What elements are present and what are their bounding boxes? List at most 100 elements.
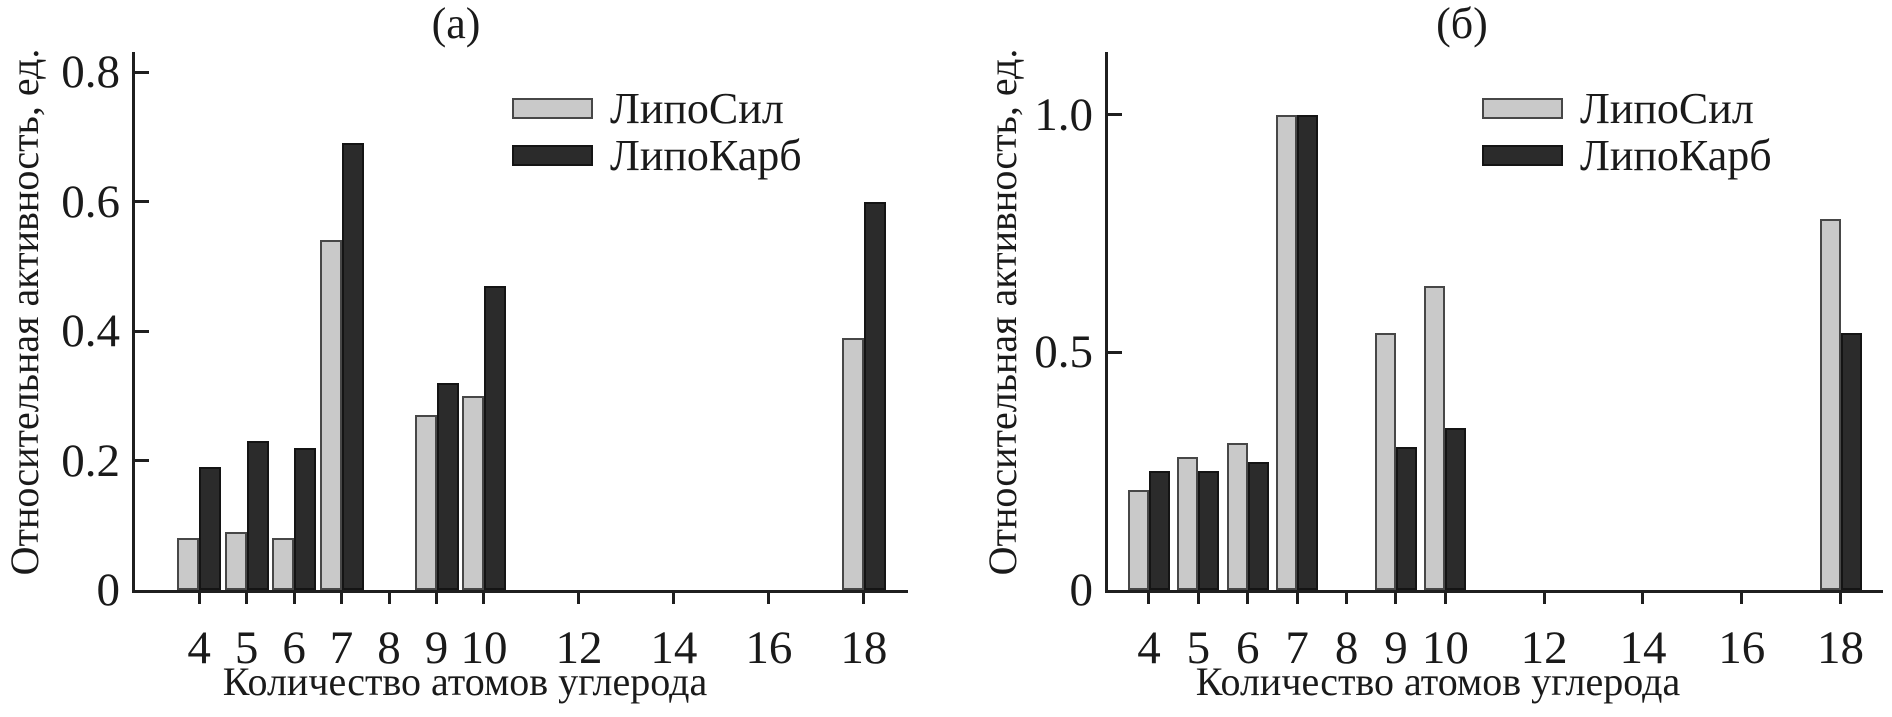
plot-area-a: 0 0.2 0.4 0.6 0.8 4 5 6 7 8 9 10 12 14 16 18 — [61, 47, 908, 672]
x-tick-12 — [1542, 590, 1546, 604]
bar-liposil-c10 — [461, 395, 484, 590]
legend-row-liposil: ЛипоСил — [1482, 85, 1772, 132]
y-tick-label-0.4: 0.4 — [61, 305, 120, 358]
x-tick-14 — [1641, 590, 1645, 604]
bar-lipokarb-c4 — [1148, 471, 1170, 590]
legend-label-lipokarb: ЛипоКарб — [610, 130, 802, 180]
y-tick-0.8 — [135, 70, 149, 74]
x-tick-label-8: 8 — [1334, 622, 1359, 674]
y-tick-label-0.6: 0.6 — [61, 175, 120, 228]
bar-lipokarb-c4 — [199, 467, 222, 590]
bar-liposil-c18 — [1819, 219, 1841, 590]
bar-liposil-c5 — [1177, 456, 1199, 590]
y-tick-0.5 — [1108, 350, 1122, 354]
x-tick-7 — [340, 590, 344, 604]
legend-swatch-lipokarb-icon — [1482, 145, 1563, 166]
x-tick-4 — [1147, 590, 1151, 604]
x-axis-title-b: Количество атомов углерода — [1195, 659, 1681, 704]
legend-label-liposil: ЛипоСил — [1580, 83, 1754, 133]
bar-liposil-c7 — [319, 240, 342, 590]
x-tick-16 — [1740, 590, 1744, 604]
y-tick-1.0 — [1108, 113, 1122, 117]
x-tick-18 — [862, 590, 866, 604]
x-tick-label-10: 10 — [460, 622, 508, 674]
legend-row-liposil: ЛипоСил — [512, 85, 802, 132]
x-tick-label-16: 16 — [1718, 622, 1766, 674]
x-tick-5 — [1196, 590, 1200, 604]
x-tick-8 — [387, 590, 391, 604]
bar-liposil-c18 — [841, 337, 864, 590]
panel-title-b: (б) — [1436, 0, 1488, 48]
y-tick-label-1.0: 1.0 — [1034, 88, 1093, 141]
legend-a: ЛипоСил ЛипоКарб — [512, 85, 802, 179]
x-tick-label-18: 18 — [1817, 622, 1865, 674]
legend-row-lipokarb: ЛипоКарб — [512, 132, 802, 179]
bar-lipokarb-c18 — [863, 201, 886, 590]
x-tick-label-9: 9 — [424, 622, 449, 674]
plot-area-b: 0 0.5 1.0 4 5 6 7 8 9 10 12 14 16 18 — [1034, 52, 1883, 672]
bar-lipokarb-c18 — [1840, 333, 1862, 590]
x-tick-label-4: 4 — [187, 622, 211, 674]
bar-liposil-c10 — [1424, 285, 1446, 590]
bar-lipokarb-c7 — [341, 143, 364, 590]
bar-liposil-c5 — [224, 531, 247, 590]
x-tick-6 — [292, 590, 296, 604]
x-tick-9 — [435, 590, 438, 604]
x-tick-9 — [1394, 590, 1398, 604]
x-tick-label-9: 9 — [1384, 622, 1408, 674]
bar-lipokarb-c7 — [1297, 114, 1319, 590]
bar-lipokarb-c5 — [246, 441, 269, 590]
x-tick-7 — [1295, 590, 1299, 604]
bar-lipokarb-c6 — [1247, 461, 1269, 590]
x-tick-6 — [1246, 590, 1250, 604]
legend-label-liposil: ЛипоСил — [610, 83, 784, 133]
bar-liposil-c9 — [414, 415, 437, 590]
x-tick-label-6: 6 — [1236, 622, 1260, 674]
bar-lipokarb-c6 — [294, 447, 317, 590]
x-tick-label-6: 6 — [282, 622, 306, 674]
y-tick-label-0.5: 0.5 — [1034, 326, 1093, 379]
bar-liposil-c6 — [272, 538, 295, 590]
y-tick-label-0: 0 — [1069, 564, 1094, 616]
x-axis-title-a: Количество атомов углерода — [222, 659, 708, 704]
x-tick-8 — [1345, 590, 1349, 604]
legend-swatch-liposil-icon — [1482, 98, 1563, 119]
y-tick-0.6 — [135, 200, 149, 204]
x-tick-label-12: 12 — [555, 622, 603, 674]
x-tick-14 — [672, 590, 676, 604]
bar-liposil-c6 — [1226, 442, 1248, 590]
x-tick-label-5: 5 — [1186, 622, 1211, 674]
y-tick-label-0: 0 — [96, 564, 121, 616]
x-tick-label-7: 7 — [1285, 622, 1309, 674]
x-tick-label-4: 4 — [1137, 622, 1161, 674]
x-tick-label-16: 16 — [745, 622, 793, 674]
y-tick-label-0.8: 0.8 — [61, 46, 120, 99]
x-tick-label-18: 18 — [840, 622, 888, 674]
bar-lipokarb-c9 — [1395, 447, 1417, 590]
bar-lipokarb-c10 — [483, 285, 506, 590]
panel-title-a: (а) — [431, 0, 481, 48]
legend-swatch-liposil-icon — [512, 98, 593, 119]
x-tick-10 — [482, 590, 486, 604]
bar-lipokarb-c5 — [1198, 471, 1220, 590]
bar-liposil-c4 — [1127, 490, 1149, 590]
legend-swatch-lipokarb-icon — [512, 145, 593, 166]
bar-lipokarb-c10 — [1445, 428, 1467, 590]
x-tick-label-8: 8 — [377, 622, 401, 674]
bar-liposil-c7 — [1276, 114, 1298, 590]
x-tick-label-14: 14 — [1619, 622, 1667, 674]
x-tick-4 — [197, 590, 201, 604]
x-tick-18 — [1839, 590, 1843, 604]
legend-row-lipokarb: ЛипоКарб — [1482, 132, 1772, 179]
y-tick-label-0.2: 0.2 — [61, 434, 120, 487]
y-tick-0.2 — [135, 459, 149, 463]
x-tick-label-5: 5 — [234, 622, 259, 674]
bar-liposil-c9 — [1374, 333, 1396, 590]
legend-label-lipokarb: ЛипоКарб — [1580, 130, 1772, 180]
legend-b: ЛипоСил ЛипоКарб — [1482, 85, 1772, 179]
x-tick-12 — [577, 590, 581, 604]
bar-lipokarb-c9 — [436, 382, 459, 590]
y-tick-0.4 — [135, 329, 149, 333]
bar-liposil-c4 — [177, 538, 200, 590]
